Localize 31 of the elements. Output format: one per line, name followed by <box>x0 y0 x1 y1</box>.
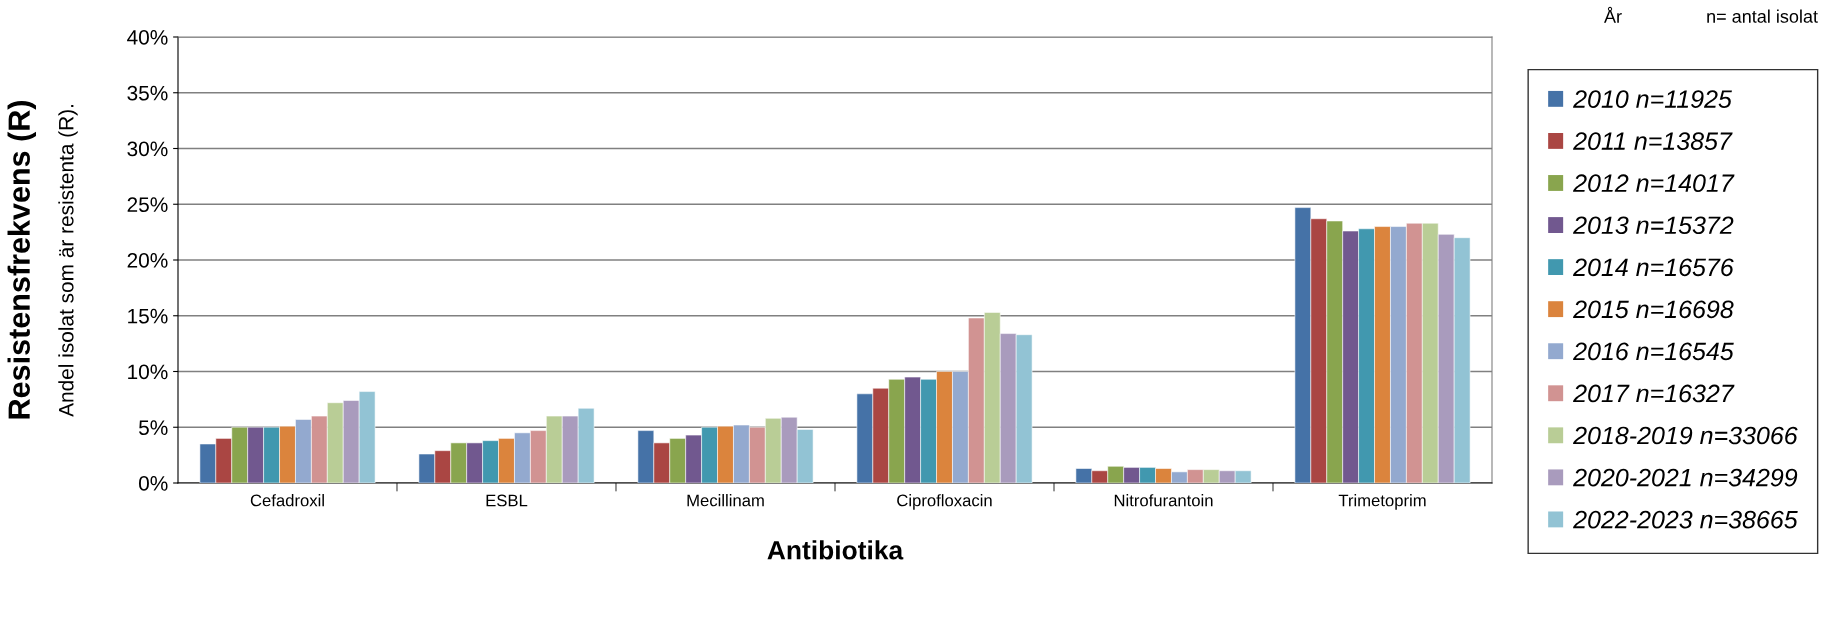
y-tick-label: 40% <box>127 30 168 45</box>
legend-label: 2022-2023 n=38665 <box>1573 510 1798 529</box>
legend-label: 2017 n=16327 <box>1573 384 1735 403</box>
x-tick-label: Cefadroxil <box>250 494 324 507</box>
y-tick-label: 35% <box>127 85 168 101</box>
legend-label: 2020-2021 n=34299 <box>1573 468 1798 487</box>
x-tick-label: Mecillinam <box>687 494 764 507</box>
text: Andel isolat som är resistenta (R). <box>58 105 78 417</box>
y-tick-label: 30% <box>127 141 168 157</box>
x-tick-label: Trimetoprim <box>1338 494 1426 510</box>
legend-label: 2016 n=16545 <box>1573 342 1734 361</box>
legend-label: 2015 n=16698 <box>1573 300 1734 319</box>
legend-label: 2011 n=13857 <box>1573 132 1733 150</box>
x-axis-title: Antibiotika <box>767 540 904 560</box>
y-tick-label: 20% <box>127 253 168 268</box>
legend-label: 2012 n=14017 <box>1573 174 1735 193</box>
legend-label: 2014 n=16576 <box>1573 258 1734 277</box>
y-tick-label: 5% <box>139 420 168 435</box>
legend-label: 2018-2019 n=33066 <box>1573 426 1798 445</box>
y-tick-label: 15% <box>128 308 168 324</box>
x-tick-label: Nitrofurantoin <box>1114 494 1213 507</box>
x-tick-label: Ciprofloxacin <box>897 494 992 510</box>
y-tick-label: 10% <box>128 364 168 380</box>
legend-label: 2010 n=11925 <box>1573 90 1732 108</box>
text: n= antal isolat <box>1707 9 1818 23</box>
legend-title: År <box>1604 6 1622 23</box>
y-axis-title: Resistensfrekvens (R) <box>7 101 36 419</box>
x-tick-label: ESBL <box>486 494 528 507</box>
legend-label: 2013 n=15372 <box>1573 216 1734 235</box>
y-tick-label: 0% <box>138 476 168 491</box>
y-tick-label: 25% <box>127 197 168 212</box>
